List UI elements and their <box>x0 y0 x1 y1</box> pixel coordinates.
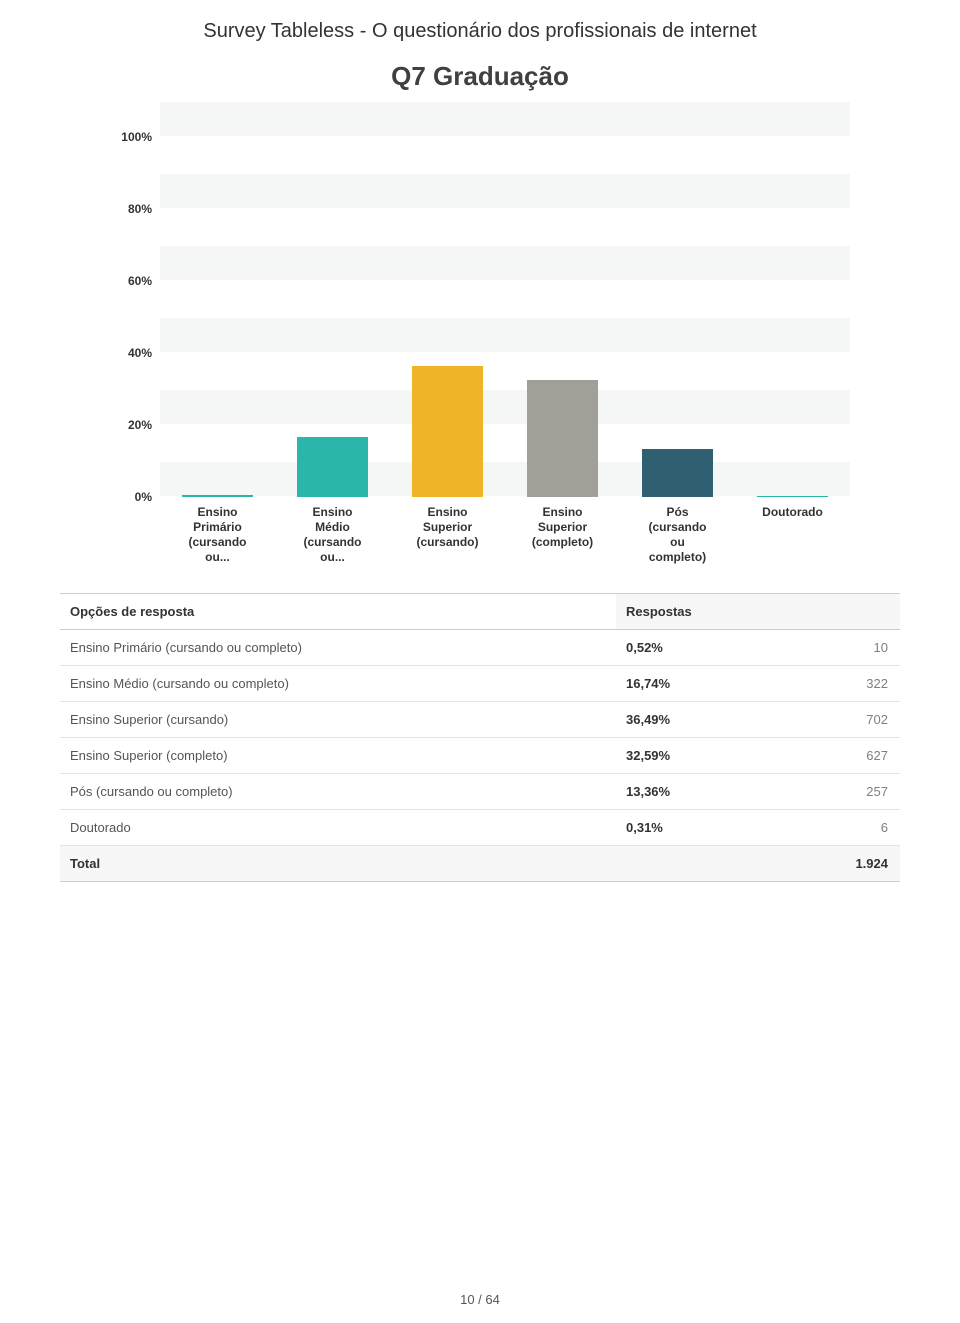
table-row: Ensino Superior (completo)32,59%627 <box>60 738 900 774</box>
bar-slot <box>620 137 735 497</box>
option-count: 10 <box>778 630 900 666</box>
y-axis-label: 40% <box>110 346 152 360</box>
chart-bar <box>297 437 368 497</box>
option-percent: 36,49% <box>616 702 778 738</box>
x-axis-label: EnsinoSuperior(cursando) <box>390 505 505 565</box>
option-count: 6 <box>778 810 900 846</box>
option-percent: 0,52% <box>616 630 778 666</box>
option-count: 257 <box>778 774 900 810</box>
option-label: Doutorado <box>60 810 616 846</box>
table-row: Doutorado0,31%6 <box>60 810 900 846</box>
table-row: Ensino Médio (cursando ou completo)16,74… <box>60 666 900 702</box>
chart-bar <box>182 495 253 497</box>
y-axis-label: 0% <box>110 490 152 504</box>
y-axis-label: 100% <box>110 130 152 144</box>
chart-bar <box>527 380 598 497</box>
bars-container <box>160 137 850 497</box>
x-axis-label: EnsinoPrimário(cursandoou... <box>160 505 275 565</box>
option-percent: 16,74% <box>616 666 778 702</box>
bar-slot <box>735 137 850 497</box>
y-axis-label: 80% <box>110 202 152 216</box>
table-row: Pós (cursando ou completo)13,36%257 <box>60 774 900 810</box>
x-axis-label: Pós(cursandooucompleto) <box>620 505 735 565</box>
option-label: Ensino Superior (completo) <box>60 738 616 774</box>
page: Survey Tableless - O questionário dos pr… <box>0 0 960 1323</box>
table-header-responses: Respostas <box>616 594 900 630</box>
x-axis-label: EnsinoSuperior(completo) <box>505 505 620 565</box>
chart-bar <box>642 449 713 497</box>
bar-slot <box>160 137 275 497</box>
option-count: 702 <box>778 702 900 738</box>
question-title: Q7 Graduação <box>60 61 900 92</box>
total-value: 1.924 <box>778 846 900 882</box>
bar-slot <box>505 137 620 497</box>
table-row: Ensino Primário (cursando ou completo)0,… <box>60 630 900 666</box>
survey-title: Survey Tableless - O questionário dos pr… <box>60 20 900 43</box>
gridline <box>160 102 850 137</box>
chart-bar <box>757 496 828 497</box>
option-label: Ensino Primário (cursando ou completo) <box>60 630 616 666</box>
option-count: 322 <box>778 666 900 702</box>
table-total-row: Total 1.924 <box>60 846 900 882</box>
option-label: Ensino Superior (cursando) <box>60 702 616 738</box>
table-header-option: Opções de resposta <box>60 594 616 630</box>
option-percent: 13,36% <box>616 774 778 810</box>
bar-slot <box>275 137 390 497</box>
y-axis-label: 20% <box>110 418 152 432</box>
option-label: Pós (cursando ou completo) <box>60 774 616 810</box>
option-count: 627 <box>778 738 900 774</box>
option-label: Ensino Médio (cursando ou completo) <box>60 666 616 702</box>
y-axis-label: 60% <box>110 274 152 288</box>
x-axis-label: Doutorado <box>735 505 850 565</box>
total-label: Total <box>60 846 616 882</box>
chart-bar <box>412 366 483 497</box>
bar-slot <box>390 137 505 497</box>
option-percent: 0,31% <box>616 810 778 846</box>
option-percent: 32,59% <box>616 738 778 774</box>
page-number: 10 / 64 <box>0 1292 960 1307</box>
table-row: Ensino Superior (cursando)36,49%702 <box>60 702 900 738</box>
results-table: Opções de resposta Respostas Ensino Prim… <box>60 593 900 882</box>
bar-chart: 0%20%40%60%80%100% EnsinoPrimário(cursan… <box>110 137 850 565</box>
x-axis-label: EnsinoMédio(cursandoou... <box>275 505 390 565</box>
